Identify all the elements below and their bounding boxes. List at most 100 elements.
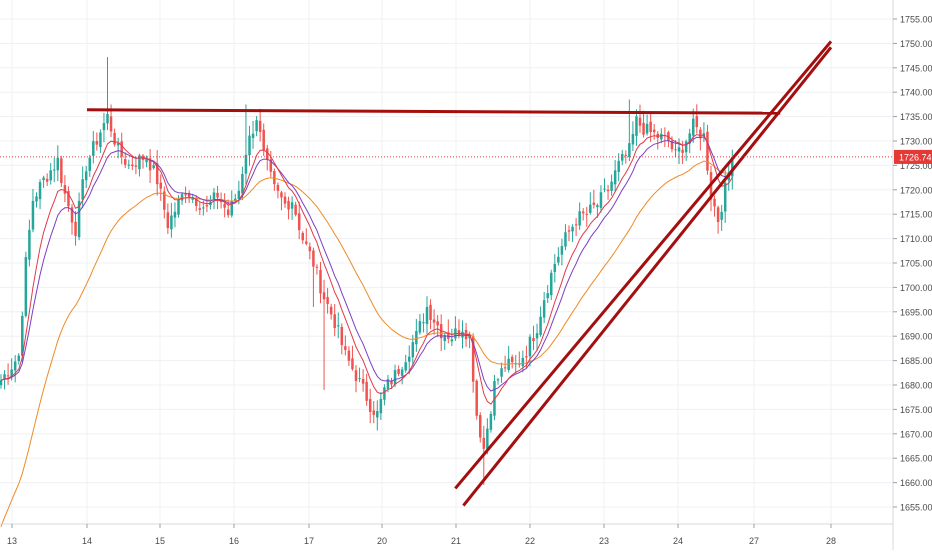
candle-body xyxy=(301,232,304,241)
candle-body xyxy=(720,211,723,220)
price-axis[interactable]: 1655.00 1660.00 1665.00 1670.00 1675.00 1680.… xyxy=(892,0,932,550)
candle-body xyxy=(195,198,198,206)
candle-body xyxy=(127,164,131,166)
candle-body xyxy=(131,164,134,167)
candle-body xyxy=(198,208,202,210)
time-tick-label: 17 xyxy=(304,536,314,546)
price-tick-label: 1680.00 xyxy=(900,381,932,391)
candle-body xyxy=(628,143,631,158)
candle-body xyxy=(553,263,557,272)
candle-body xyxy=(521,357,525,367)
candle-body xyxy=(212,192,216,201)
candle-body xyxy=(393,370,397,385)
candle-body xyxy=(67,191,70,207)
candle-body xyxy=(234,198,237,202)
candle-body xyxy=(379,398,383,414)
candle-body xyxy=(500,368,503,377)
candle-body xyxy=(56,157,60,171)
candle-body xyxy=(223,203,226,208)
price-tick-label: 1745.00 xyxy=(900,63,932,73)
candle-body xyxy=(613,170,617,185)
candle-body xyxy=(28,229,31,260)
candle-body xyxy=(340,326,344,346)
candle-body xyxy=(113,132,116,145)
candle-body xyxy=(361,378,365,384)
candle-body xyxy=(283,196,287,204)
candle-body xyxy=(649,121,652,133)
price-tick-label: 1750.00 xyxy=(900,39,932,49)
candle-body xyxy=(503,367,507,369)
candle-body xyxy=(731,156,734,177)
candle-body xyxy=(660,133,663,140)
candle-body xyxy=(610,181,613,191)
grid xyxy=(0,0,893,524)
candle-body xyxy=(546,293,549,299)
candle-body xyxy=(354,370,358,382)
candle-body xyxy=(63,185,67,194)
candle-body xyxy=(567,230,571,232)
last-price-badge-bg xyxy=(894,149,932,164)
candle-body xyxy=(42,177,45,181)
candle-body xyxy=(148,158,152,171)
candle-body xyxy=(447,332,450,339)
time-tick-label: 13 xyxy=(7,536,17,546)
candle-body xyxy=(312,250,315,267)
candle-body xyxy=(155,163,159,185)
time-tick-label: 21 xyxy=(451,536,461,546)
time-tick-label: 23 xyxy=(599,536,609,546)
candle-body xyxy=(358,377,361,379)
price-tick-label: 1740.00 xyxy=(900,88,932,98)
resistance-line xyxy=(86,108,781,115)
candle-body xyxy=(159,182,162,189)
price-tick-label: 1675.00 xyxy=(900,405,932,415)
candle-body xyxy=(368,399,372,412)
candle-body xyxy=(415,331,418,345)
candle-body xyxy=(713,198,716,207)
candle-body xyxy=(269,159,273,172)
candle-body xyxy=(99,132,102,148)
candle-body xyxy=(532,338,535,342)
candle-body xyxy=(585,213,588,215)
price-tick-label: 1660.00 xyxy=(900,478,932,488)
candle-body xyxy=(592,202,596,205)
candle-body xyxy=(560,246,564,255)
candle-body xyxy=(574,224,578,226)
candle-body xyxy=(436,321,439,326)
candle-body xyxy=(400,369,404,376)
candle-body xyxy=(53,169,56,171)
trendlines[interactable] xyxy=(86,40,833,507)
candle-body xyxy=(226,209,230,216)
candle-body xyxy=(642,122,645,135)
price-tick-label: 1700.00 xyxy=(900,283,932,293)
price-tick-label: 1710.00 xyxy=(900,234,932,244)
candle-body xyxy=(116,143,120,146)
candle-body xyxy=(471,336,475,382)
candle-body xyxy=(241,173,244,194)
candle-body xyxy=(365,381,368,401)
candle-body xyxy=(486,428,489,449)
candle-body xyxy=(333,314,336,328)
candle-body xyxy=(635,116,638,136)
price-tick-label: 1725.00 xyxy=(900,161,932,171)
candle-body xyxy=(475,380,478,416)
price-tick-label: 1665.00 xyxy=(900,454,932,464)
candle-body xyxy=(10,369,13,377)
time-tick-label: 20 xyxy=(377,536,387,546)
candle-body xyxy=(120,141,123,157)
candle-body xyxy=(187,192,191,198)
time-tick-label: 28 xyxy=(826,536,836,546)
time-axis[interactable]: 13 14 15 16 17 20 21 22 23 24 27 28 xyxy=(0,523,893,546)
candle-body xyxy=(539,316,542,336)
candle-body xyxy=(280,192,283,198)
candle-body xyxy=(88,157,91,171)
candle-body xyxy=(84,171,88,181)
price-tick-label: 1705.00 xyxy=(900,259,932,269)
candle-body xyxy=(542,300,546,318)
ma-fast-line xyxy=(0,134,733,405)
candle-body xyxy=(510,356,514,363)
candle-body xyxy=(3,374,6,380)
candle-body xyxy=(432,319,436,323)
candle-body xyxy=(102,123,106,131)
